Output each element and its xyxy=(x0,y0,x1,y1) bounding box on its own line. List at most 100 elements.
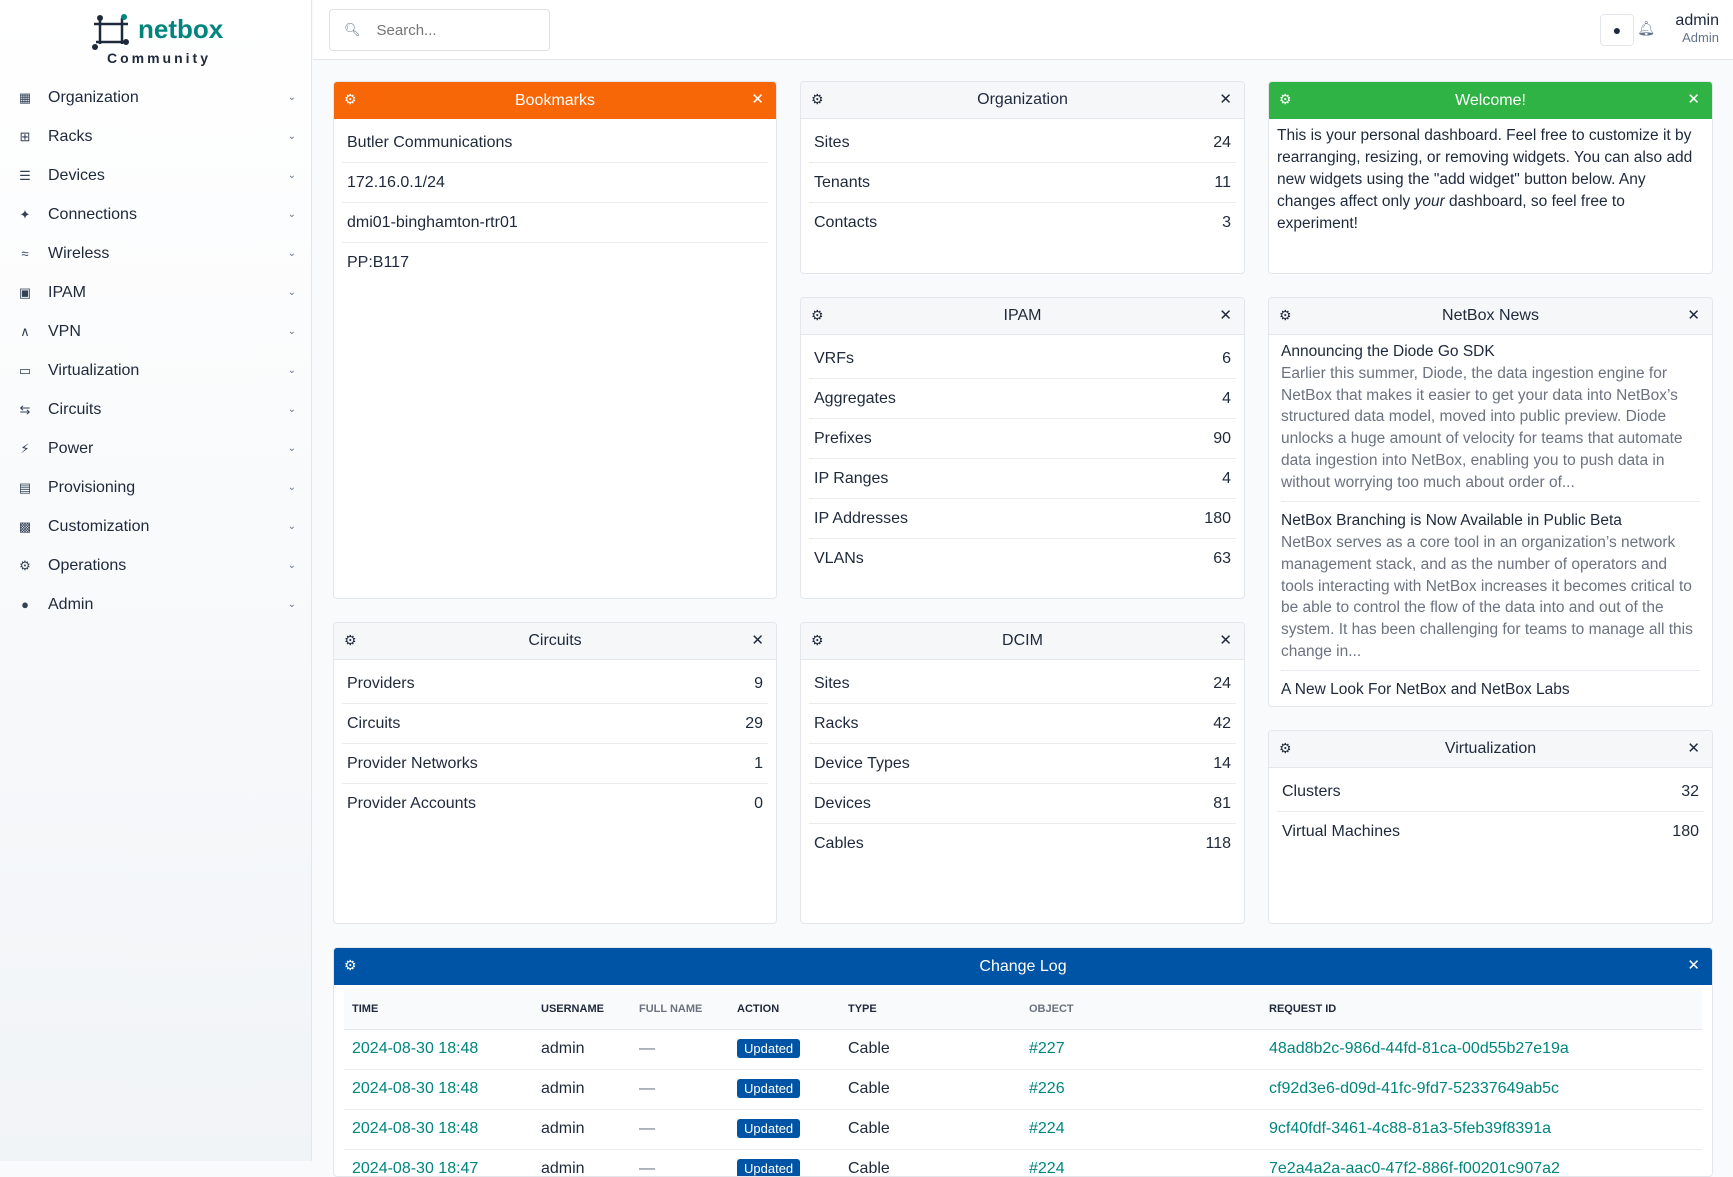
column-header[interactable]: USERNAME xyxy=(533,989,631,1030)
object-link[interactable]: #227 xyxy=(1029,1040,1065,1057)
close-icon[interactable]: ✕ xyxy=(1219,307,1232,324)
close-icon[interactable]: ✕ xyxy=(1687,91,1700,108)
column-header[interactable]: OBJECT xyxy=(1021,989,1261,1030)
stat-row[interactable]: Provider Networks 1 xyxy=(342,744,768,784)
gear-icon[interactable]: ⚙ xyxy=(811,91,824,107)
stat-row[interactable]: Prefixes 90 xyxy=(809,419,1236,459)
column-header[interactable]: ACTION xyxy=(729,989,840,1030)
sidebar-item-customization[interactable]: ▩ Customization ⌄ xyxy=(0,507,312,546)
sidebar-item-power[interactable]: ⚡︎ Power ⌄ xyxy=(0,429,312,468)
stat-row[interactable]: Providers 9 xyxy=(342,664,768,704)
close-icon[interactable]: ✕ xyxy=(751,91,764,108)
stat-row[interactable]: Sites 24 xyxy=(809,664,1236,704)
request-id-link[interactable]: 7e2a4a2a-aac0-47f2-886f-f00201c907a2 xyxy=(1269,1160,1560,1177)
search-input[interactable] xyxy=(376,21,517,39)
sidebar-nav: ▦ Organization ⌄ ⊞ Racks ⌄ ☰ Devices ⌄ ✦ Connectio… xyxy=(0,78,312,624)
sidebar-item-admin[interactable]: ● Admin ⌄ xyxy=(0,585,312,624)
gear-icon[interactable]: ⚙ xyxy=(344,632,357,648)
stat-row[interactable]: IP Addresses 180 xyxy=(809,499,1236,539)
news-title[interactable]: Announcing the Diode Go SDK xyxy=(1281,343,1495,360)
sidebar-item-devices[interactable]: ☰ Devices ⌄ xyxy=(0,156,312,195)
column-header[interactable]: TIME xyxy=(344,989,533,1030)
news-item[interactable]: NetBox Branching is Now Available in Pub… xyxy=(1281,510,1700,672)
widget-header[interactable]: ⚙ Circuits ✕ xyxy=(334,623,776,660)
sidebar-item-provisioning[interactable]: ▤ Provisioning ⌄ xyxy=(0,468,312,507)
news-title[interactable]: NetBox Branching is Now Available in Pub… xyxy=(1281,512,1622,530)
close-icon[interactable]: ✕ xyxy=(1219,91,1232,108)
object-link[interactable]: #226 xyxy=(1029,1080,1065,1097)
stat-row[interactable]: Cables 118 xyxy=(809,824,1236,864)
stat-row[interactable]: VLANs 63 xyxy=(809,539,1236,579)
widget-header[interactable]: ⚙ Welcome! ✕ xyxy=(1269,82,1712,119)
widget-header[interactable]: ⚙ Change Log ✕ xyxy=(334,948,1712,985)
request-id-link[interactable]: cf92d3e6-d09d-41fc-9fd7-52337649ab5c xyxy=(1269,1080,1560,1097)
object-link[interactable]: #224 xyxy=(1029,1120,1065,1137)
close-icon[interactable]: ✕ xyxy=(751,632,764,649)
sidebar-item-organization[interactable]: ▦ Organization ⌄ xyxy=(0,78,312,117)
close-icon[interactable]: ✕ xyxy=(1219,632,1232,649)
close-icon[interactable]: ✕ xyxy=(1687,740,1700,757)
stat-label: VRFs xyxy=(814,349,854,367)
widget-header[interactable]: ⚙ DCIM ✕ xyxy=(801,623,1244,660)
time-link[interactable]: 2024-08-30 18:48 xyxy=(352,1120,479,1137)
stat-row[interactable]: Sites 24 xyxy=(809,123,1236,163)
widget-header[interactable]: ⚙ IPAM ✕ xyxy=(801,298,1244,335)
sidebar-item-racks[interactable]: ⊞ Racks ⌄ xyxy=(0,117,312,156)
gear-icon[interactable]: ⚙ xyxy=(811,307,824,323)
gear-icon[interactable]: ⚙ xyxy=(811,632,824,648)
stat-row[interactable]: Aggregates 4 xyxy=(809,379,1236,419)
stat-row[interactable]: VRFs 6 xyxy=(809,339,1236,379)
stat-row[interactable]: Racks 42 xyxy=(809,704,1236,744)
column-header[interactable]: REQUEST ID xyxy=(1261,989,1702,1030)
sidebar-item-ipam[interactable]: ▣ IPAM ⌄ xyxy=(0,273,312,312)
time-link[interactable]: 2024-08-30 18:48 xyxy=(352,1040,479,1057)
time-link[interactable]: 2024-08-30 18:48 xyxy=(352,1080,479,1097)
user-menu[interactable]: admin Admin xyxy=(1675,12,1719,45)
bookmark-item[interactable]: 172.16.0.1/24 xyxy=(342,163,768,203)
action-badge: Updated xyxy=(737,1159,801,1176)
gear-icon[interactable]: ⚙ xyxy=(1279,307,1292,323)
stat-row[interactable]: Circuits 29 xyxy=(342,704,768,744)
sidebar-item-connections[interactable]: ✦ Connections ⌄ xyxy=(0,195,312,234)
stat-row[interactable]: Device Types 14 xyxy=(809,744,1236,784)
sidebar-item-vpn[interactable]: ∧ VPN ⌄ xyxy=(0,312,312,351)
netbox-logo[interactable]: netbox Community xyxy=(92,12,232,68)
news-title[interactable]: A New Look For NetBox and NetBox Labs xyxy=(1281,681,1570,699)
news-item[interactable]: Announcing the Diode Go SDK Earlier this … xyxy=(1281,341,1700,503)
widget-header[interactable]: ⚙ Bookmarks ✕ xyxy=(334,82,776,119)
notifications-bell-icon[interactable]: 🔔︎ xyxy=(1637,20,1655,36)
stat-row[interactable]: IP Ranges 4 xyxy=(809,459,1236,499)
stat-row[interactable]: Virtual Machines 180 xyxy=(1277,812,1704,852)
bookmark-item[interactable]: dmi01-binghamton-rtr01 xyxy=(342,203,768,243)
sidebar-item-operations[interactable]: ⚙ Operations ⌄ xyxy=(0,546,312,585)
search-box[interactable]: 🔍︎ xyxy=(329,9,550,51)
gear-icon[interactable]: ⚙ xyxy=(344,957,357,973)
close-icon[interactable]: ✕ xyxy=(1687,307,1700,324)
close-icon[interactable]: ✕ xyxy=(1687,957,1700,974)
column-header[interactable]: FULL NAME xyxy=(631,989,729,1030)
gear-icon[interactable]: ⚙ xyxy=(1279,740,1292,756)
sidebar-item-label: Operations xyxy=(48,556,127,574)
theme-toggle-button[interactable]: ● xyxy=(1600,14,1634,46)
sidebar-item-circuits[interactable]: ⇆ Circuits ⌄ xyxy=(0,390,312,429)
gear-icon[interactable]: ⚙ xyxy=(344,91,357,107)
stat-row[interactable]: Clusters 32 xyxy=(1277,772,1704,812)
sidebar-item-wireless[interactable]: ≈ Wireless ⌄ xyxy=(0,234,312,273)
time-link[interactable]: 2024-08-30 18:47 xyxy=(352,1160,479,1177)
object-link[interactable]: #224 xyxy=(1029,1160,1065,1177)
bookmark-item[interactable]: Butler Communications xyxy=(342,123,768,163)
bookmark-item[interactable]: PP:B117 xyxy=(342,243,768,283)
stat-row[interactable]: Provider Accounts 0 xyxy=(342,784,768,824)
column-header[interactable]: TYPE xyxy=(840,989,1021,1030)
widget-header[interactable]: ⚙ Virtualization ✕ xyxy=(1269,731,1712,768)
news-item[interactable]: A New Look For NetBox and NetBox Labs xyxy=(1281,679,1700,706)
request-id-link[interactable]: 9cf40fdf-3461-4c88-81a3-5feb39f8391a xyxy=(1269,1120,1551,1137)
widget-header[interactable]: ⚙ NetBox News ✕ xyxy=(1269,298,1712,335)
gear-icon[interactable]: ⚙ xyxy=(1279,91,1292,107)
stat-row[interactable]: Devices 81 xyxy=(809,784,1236,824)
stat-row[interactable]: Tenants 11 xyxy=(809,163,1236,203)
stat-row[interactable]: Contacts 3 xyxy=(809,203,1236,243)
sidebar-item-virtualization[interactable]: ▭ Virtualization ⌄ xyxy=(0,351,312,390)
widget-header[interactable]: ⚙ Organization ✕ xyxy=(801,82,1244,119)
request-id-link[interactable]: 48ad8b2c-986d-44fd-81ca-00d55b27e19a xyxy=(1269,1040,1569,1057)
